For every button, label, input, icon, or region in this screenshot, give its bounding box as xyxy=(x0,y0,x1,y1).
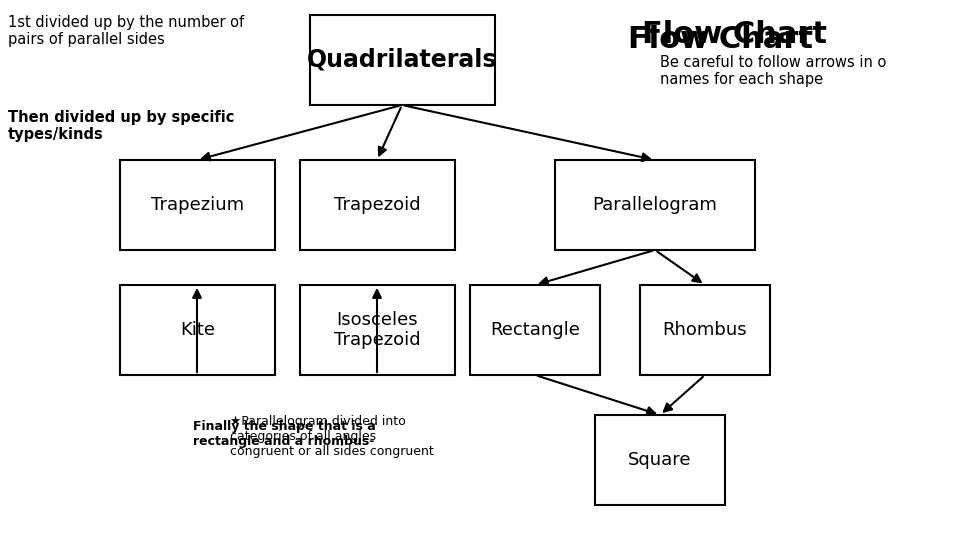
Bar xyxy=(470,285,600,375)
Bar xyxy=(310,15,495,105)
Bar xyxy=(120,160,275,250)
Text: Kite: Kite xyxy=(180,321,215,339)
Text: Finally the shape that is a
rectangle and a rhombus-: Finally the shape that is a rectangle an… xyxy=(193,420,375,448)
Text: Be careful to follow arrows in o
names for each shape: Be careful to follow arrows in o names f… xyxy=(660,55,886,87)
Text: Trapezoid: Trapezoid xyxy=(334,196,420,214)
Text: Parallelogram: Parallelogram xyxy=(592,196,717,214)
Text: Then divided up by specific
types/kinds: Then divided up by specific types/kinds xyxy=(8,110,234,143)
Text: Rectangle: Rectangle xyxy=(490,321,580,339)
Text: Quadrilaterals: Quadrilaterals xyxy=(307,48,497,72)
Text: Square: Square xyxy=(628,451,692,469)
Bar xyxy=(640,285,770,375)
Text: Rhombus: Rhombus xyxy=(662,321,747,339)
Bar xyxy=(300,285,455,375)
Bar xyxy=(555,160,755,250)
Text: Flow Chart: Flow Chart xyxy=(642,20,828,49)
Text: Flow Chart: Flow Chart xyxy=(628,25,812,54)
Text: Isosceles
Trapezoid: Isosceles Trapezoid xyxy=(334,310,420,349)
Text: ★Parallelogram divided into
categories of all angles
congruent or all sides cong: ★Parallelogram divided into categories o… xyxy=(230,415,434,458)
Bar xyxy=(595,415,725,505)
Bar xyxy=(120,285,275,375)
Text: 1st divided up by the number of
pairs of parallel sides: 1st divided up by the number of pairs of… xyxy=(8,15,244,48)
Text: Trapezium: Trapezium xyxy=(151,196,244,214)
Bar xyxy=(300,160,455,250)
